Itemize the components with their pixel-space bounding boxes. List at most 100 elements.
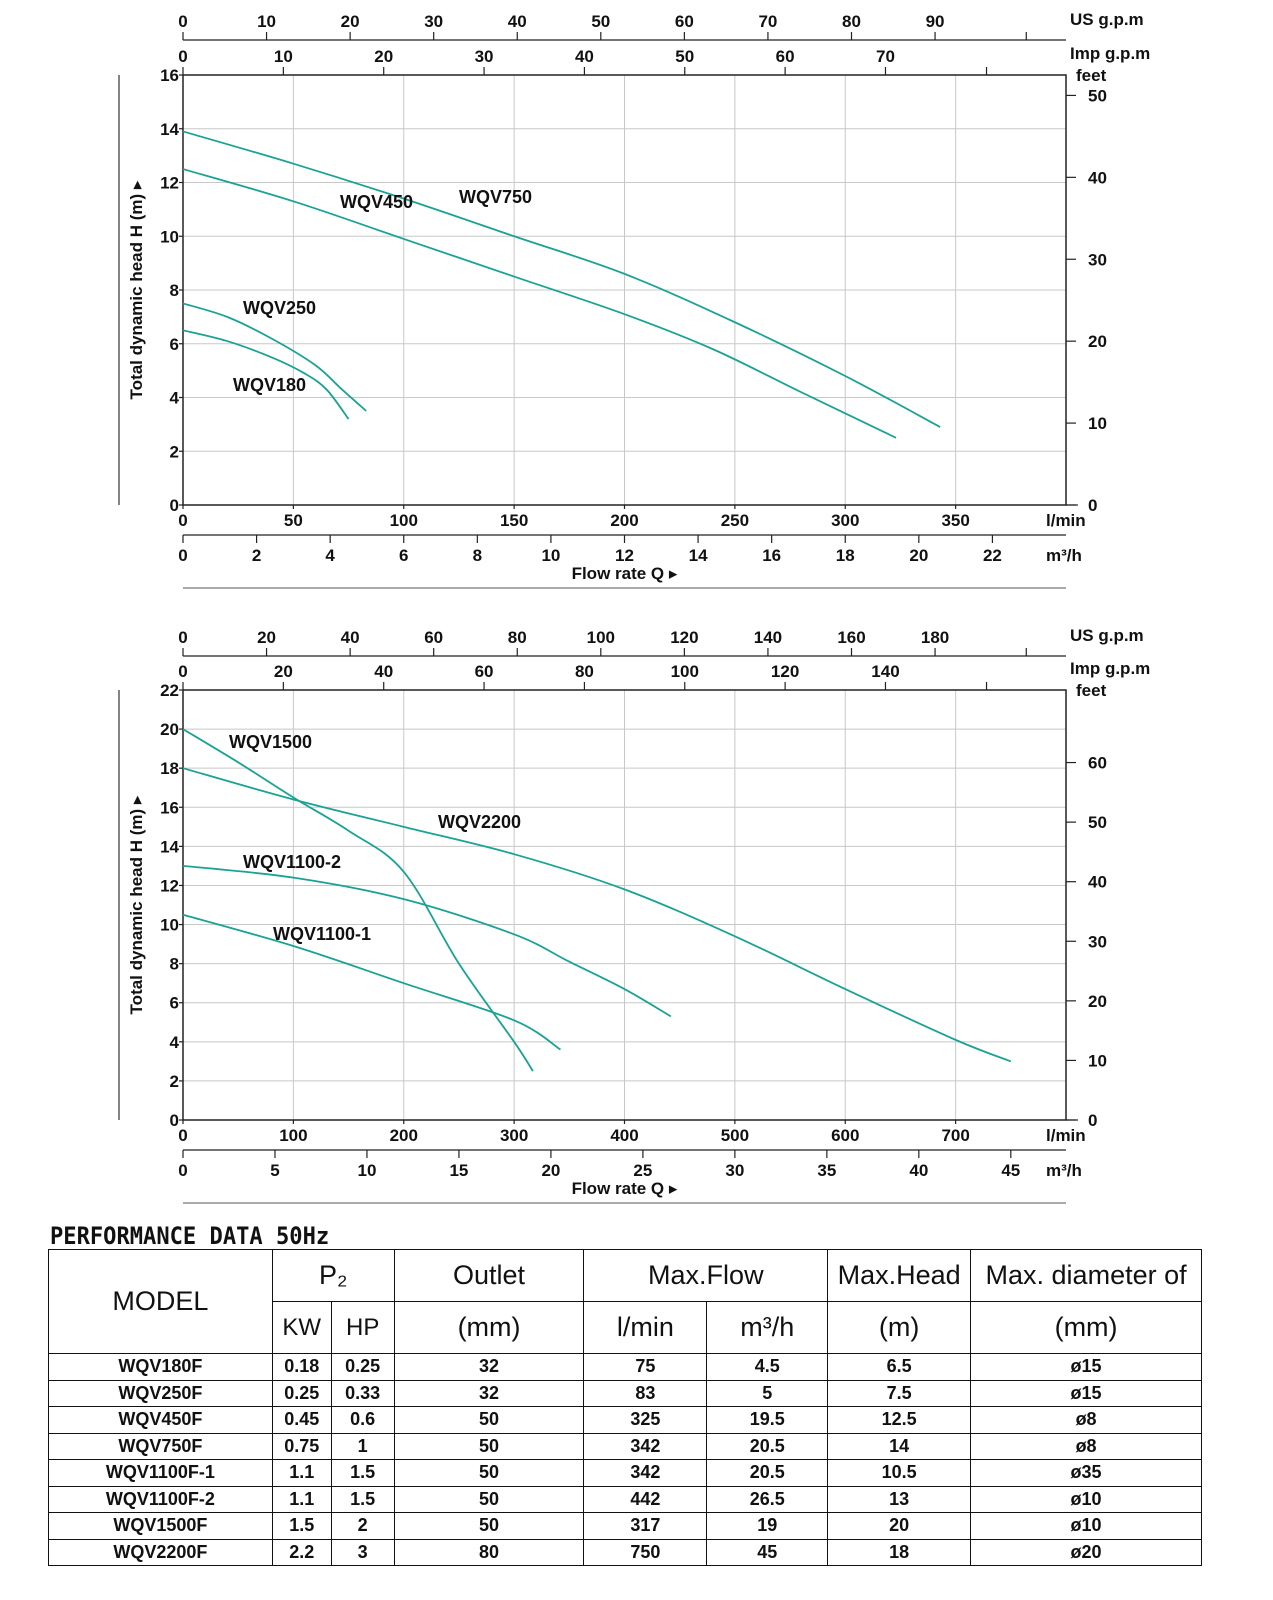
m3h-tick-label: 45 bbox=[1001, 1161, 1020, 1180]
curve-wqv250 bbox=[182, 302, 367, 412]
feet-unit-label: feet bbox=[1076, 66, 1107, 85]
feet-unit-label: feet bbox=[1076, 681, 1107, 700]
feet-tick-label: 60 bbox=[1088, 754, 1107, 773]
curve-label: WQV250 bbox=[243, 298, 316, 318]
cell-lmin: 75 bbox=[583, 1353, 708, 1381]
y-tick-label: 16 bbox=[160, 798, 179, 817]
imp-gpm-tick-label: 60 bbox=[475, 662, 494, 681]
m3h-tick-label: 8 bbox=[473, 546, 482, 565]
lmin-tick-label: 100 bbox=[279, 1126, 307, 1145]
curve-wqv180 bbox=[182, 329, 350, 420]
cell-kw: 0.75 bbox=[271, 1432, 332, 1460]
m3h-tick-label: 0 bbox=[178, 1161, 187, 1180]
cell-max-head: 10.5 bbox=[827, 1459, 972, 1487]
imp-gpm-tick-label: 60 bbox=[776, 47, 795, 66]
table-row: WQV180F 0.18 0.25 32 75 4.5 6.5 ø15 bbox=[48, 1353, 1202, 1381]
lmin-tick-label: 700 bbox=[941, 1126, 969, 1145]
cell-hp: 1 bbox=[330, 1432, 395, 1460]
performance-chart-large: 0 2 4 6 8 10 12 14 16 18 20 22 Total dynamic head H … bbox=[118, 626, 1150, 1204]
lmin-tick-label: 500 bbox=[721, 1126, 749, 1145]
lmin-tick-label: 150 bbox=[500, 511, 528, 530]
y-tick-label: 2 bbox=[170, 442, 179, 461]
m3h-tick-label: 4 bbox=[325, 546, 335, 565]
cell-outlet: 50 bbox=[393, 1512, 585, 1540]
imp-gpm-tick-label: 40 bbox=[575, 47, 594, 66]
us-gpm-tick-label: 80 bbox=[842, 12, 861, 31]
cell-kw: 0.25 bbox=[271, 1379, 332, 1407]
us-gpm-tick-label: 180 bbox=[921, 628, 949, 647]
m3h-tick-label: 5 bbox=[270, 1161, 279, 1180]
curve-wqv1100-2 bbox=[182, 865, 672, 1018]
imp-gpm-tick-label: 120 bbox=[771, 662, 799, 681]
imp-gpm-tick-label: 0 bbox=[178, 47, 187, 66]
imp-gpm-tick-label: 0 bbox=[178, 662, 187, 681]
curve-label: WQV1100-1 bbox=[273, 924, 371, 944]
y-tick-label: 22 bbox=[160, 681, 179, 700]
lmin-tick-label: 200 bbox=[390, 1126, 418, 1145]
cell-model: WQV1500F bbox=[48, 1512, 273, 1540]
y-tick-label: 20 bbox=[160, 720, 179, 739]
us-gpm-tick-label: 90 bbox=[926, 12, 945, 31]
cell-kw: 1.1 bbox=[271, 1485, 332, 1513]
us-gpm-tick-label: 60 bbox=[424, 628, 443, 647]
grid bbox=[183, 690, 1066, 1120]
y-tick-label: 2 bbox=[170, 1072, 179, 1091]
curve-label: WQV750 bbox=[459, 187, 532, 207]
m3h-tick-label: 20 bbox=[541, 1161, 560, 1180]
imp-gpm-tick-label: 30 bbox=[475, 47, 494, 66]
cell-lmin: 317 bbox=[583, 1512, 708, 1540]
m3h-unit-label: m³/h bbox=[1046, 1161, 1082, 1180]
header-outlet-unit: (mm) bbox=[393, 1301, 585, 1354]
imp-gpm-tick-label: 70 bbox=[876, 47, 895, 66]
feet-tick-label: 30 bbox=[1088, 250, 1107, 269]
cell-max-head: 7.5 bbox=[827, 1379, 972, 1407]
m3h-tick-label: 6 bbox=[399, 546, 408, 565]
header-max-diameter-unit: (mm) bbox=[970, 1301, 1202, 1354]
imp-gpm-tick-label: 80 bbox=[575, 662, 594, 681]
performance-title: PERFORMANCE DATA 50Hz bbox=[50, 1222, 330, 1250]
performance-chart-small: 0 2 4 6 8 10 12 14 16 Total dynamic head H (m) ▸ 0… bbox=[118, 10, 1150, 589]
m3h-tick-label: 25 bbox=[633, 1161, 652, 1180]
cell-lmin: 83 bbox=[583, 1379, 708, 1407]
curve-wqv1100-1 bbox=[182, 913, 561, 1051]
us-gpm-tick-label: 120 bbox=[670, 628, 698, 647]
cell-lmin: 442 bbox=[583, 1485, 708, 1513]
table-row: WQV750F 0.75 1 50 342 20.5 14 ø8 bbox=[48, 1432, 1202, 1460]
cell-m3h: 45 bbox=[706, 1538, 829, 1566]
imp-gpm-tick-label: 100 bbox=[671, 662, 699, 681]
y-tick-label: 6 bbox=[170, 335, 179, 354]
imp-gpm-unit-label: Imp g.p.m bbox=[1070, 659, 1150, 678]
feet-tick-label: 50 bbox=[1088, 86, 1107, 105]
us-gpm-unit-label: US g.p.m bbox=[1070, 10, 1144, 29]
performance-table: MODEL P₂ Outlet Max.Flow Max.Head Max. d… bbox=[48, 1249, 1202, 1566]
us-gpm-tick-label: 80 bbox=[508, 628, 527, 647]
feet-tick-label: 0 bbox=[1088, 1111, 1097, 1130]
curve-wqv450 bbox=[182, 168, 897, 439]
us-gpm-tick-label: 160 bbox=[837, 628, 865, 647]
y-tick-label: 10 bbox=[160, 227, 179, 246]
us-gpm-tick-label: 20 bbox=[257, 628, 276, 647]
cell-max-head: 6.5 bbox=[827, 1353, 972, 1381]
table-row: WQV450F 0.45 0.6 50 325 19.5 12.5 ø8 bbox=[48, 1406, 1202, 1434]
cell-outlet: 32 bbox=[393, 1353, 585, 1381]
header-lmin: l/min bbox=[583, 1301, 708, 1354]
m3h-unit-label: m³/h bbox=[1046, 546, 1082, 565]
lmin-unit-label: l/min bbox=[1046, 511, 1086, 530]
m3h-tick-label: 30 bbox=[725, 1161, 744, 1180]
cell-kw: 1.5 bbox=[271, 1512, 332, 1540]
header-kw: KW bbox=[271, 1301, 332, 1354]
y-tick-label: 12 bbox=[160, 876, 179, 895]
cell-kw: 1.1 bbox=[271, 1459, 332, 1487]
feet-tick-label: 50 bbox=[1088, 813, 1107, 832]
lmin-tick-label: 400 bbox=[610, 1126, 638, 1145]
cell-model: WQV450F bbox=[48, 1406, 273, 1434]
lmin-tick-label: 0 bbox=[178, 511, 187, 530]
cell-max-diameter: ø10 bbox=[970, 1512, 1202, 1540]
header-max-flow: Max.Flow bbox=[583, 1249, 829, 1302]
us-gpm-tick-label: 40 bbox=[341, 628, 360, 647]
cell-outlet: 50 bbox=[393, 1485, 585, 1513]
cell-model: WQV2200F bbox=[48, 1538, 273, 1566]
imp-gpm-tick-label: 20 bbox=[374, 47, 393, 66]
cell-lmin: 342 bbox=[583, 1432, 708, 1460]
cell-model: WQV180F bbox=[48, 1353, 273, 1381]
